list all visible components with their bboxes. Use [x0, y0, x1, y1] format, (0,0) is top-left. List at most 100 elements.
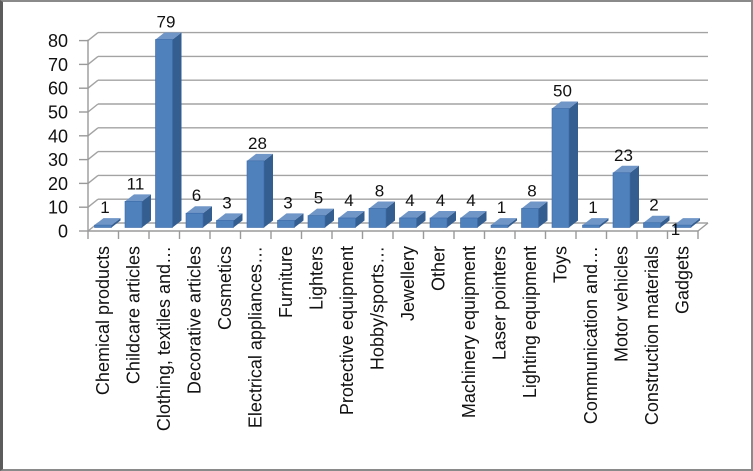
bar-front	[338, 217, 356, 228]
bar-value-label: 1	[100, 198, 109, 217]
bar-front	[521, 208, 539, 228]
category-label: Motor vehicles	[612, 246, 632, 362]
category-label: Lighters	[307, 246, 327, 310]
bar-top	[674, 218, 700, 226]
bar-side	[599, 218, 609, 228]
bar-top	[521, 201, 548, 209]
category-label: Hobby/sports…	[368, 246, 388, 370]
bar-side	[538, 201, 548, 228]
bar-value-label: 4	[344, 191, 353, 210]
bar-side	[477, 210, 487, 228]
category-label: Chemical products	[93, 246, 113, 395]
bar-front	[155, 39, 173, 228]
bar-side	[569, 101, 578, 228]
bar-side	[386, 201, 395, 228]
category-label: Communication and…	[581, 246, 601, 424]
bar-top	[277, 213, 304, 221]
bar-front	[94, 224, 112, 228]
gridline-diagonal	[87, 198, 99, 208]
category-label: Electrical appliances…	[246, 246, 266, 428]
bar-front	[643, 222, 661, 228]
bar-side	[508, 218, 517, 228]
y-tick-label: 80	[48, 31, 68, 51]
floor-right-edge	[697, 222, 709, 232]
category-label: Decorative articles	[185, 246, 205, 394]
bar-value-label: 1	[588, 198, 597, 217]
bar-side	[630, 165, 639, 228]
category-label: Machinery equipment	[459, 246, 479, 418]
gridline-diagonal	[87, 32, 99, 42]
bar-top	[491, 218, 517, 226]
bar-front	[490, 224, 509, 228]
bar-front	[582, 224, 600, 228]
bar-value-label: 4	[436, 191, 445, 210]
bar-value-label: 1	[497, 198, 506, 217]
bar-side	[233, 213, 243, 228]
bar-top	[430, 210, 456, 218]
bar-value-label: 1	[671, 220, 680, 239]
bar-value-label: 28	[248, 134, 267, 153]
bar-front	[399, 217, 417, 228]
bar-value-label: 23	[614, 146, 633, 165]
bar-top	[155, 32, 182, 40]
bar-top	[582, 218, 609, 226]
bar-side	[416, 210, 426, 228]
bar-value-label: 5	[314, 189, 323, 208]
bar-side	[325, 208, 334, 228]
bar-side	[111, 218, 121, 228]
y-tick-label: 0	[58, 222, 68, 242]
category-label: Laser pointers	[490, 246, 510, 360]
category-label: Clothing, textiles and…	[154, 246, 174, 431]
bar-front	[277, 220, 295, 228]
bar-value-label: 79	[157, 12, 176, 31]
bar-value-label: 4	[466, 191, 475, 210]
gridline-diagonal	[87, 174, 99, 184]
bar-value-label: 6	[192, 186, 201, 205]
bar-top	[216, 213, 243, 221]
bar-value-label: 8	[375, 181, 384, 200]
bar-side	[660, 215, 670, 228]
y-tick-label: 40	[48, 126, 68, 146]
gridline-diagonal	[87, 79, 99, 89]
bar-value-label: 11	[127, 174, 145, 193]
gridline-diagonal	[87, 127, 99, 137]
bar-value-label: 3	[283, 193, 292, 212]
y-tick-label: 10	[48, 198, 68, 218]
y-tick-label: 70	[48, 55, 68, 75]
bar-top	[643, 215, 670, 223]
bar-front	[246, 160, 265, 228]
category-label: Childcare articles	[124, 246, 144, 384]
bar-front	[216, 220, 234, 228]
bar-top	[552, 101, 578, 109]
bar-front	[124, 201, 143, 228]
bar-top	[369, 201, 395, 209]
bar-side	[142, 194, 151, 228]
category-label: Furniture	[276, 246, 296, 318]
bar-top	[613, 165, 639, 173]
y-tick-label: 60	[48, 79, 68, 99]
bar-value-label: 4	[405, 191, 414, 210]
bar-front	[368, 208, 387, 228]
bar-front	[460, 217, 478, 228]
bar-value-label: 3	[222, 193, 231, 212]
bar-side	[447, 210, 456, 228]
y-tick-label: 20	[48, 174, 68, 194]
bar-front	[307, 215, 326, 228]
bar-side	[355, 210, 365, 228]
bar-front	[551, 108, 570, 228]
bar-value-label: 8	[527, 181, 536, 200]
category-label: Toys	[551, 246, 571, 283]
bar-front	[612, 172, 631, 228]
bar-front	[185, 212, 204, 228]
gridline-diagonal	[87, 103, 99, 113]
category-label: Protective equipment	[337, 246, 357, 415]
bar-side	[691, 218, 700, 228]
bar-side	[203, 206, 212, 228]
bar-top	[308, 208, 334, 216]
y-tick-label: 30	[48, 150, 68, 170]
gridline-diagonal	[87, 55, 99, 65]
bar-side	[172, 32, 182, 228]
bar-top	[460, 210, 487, 218]
